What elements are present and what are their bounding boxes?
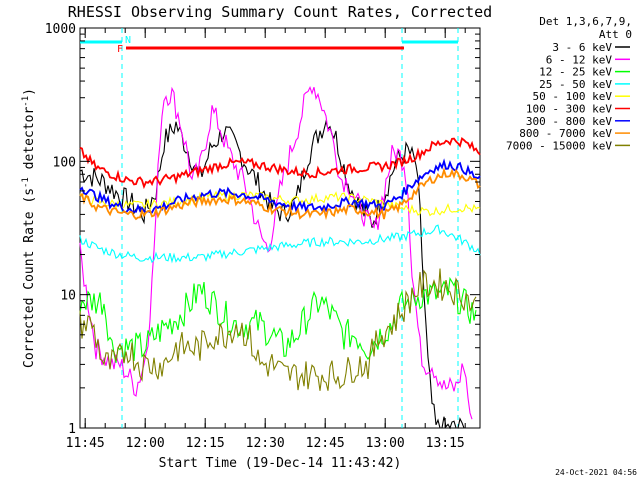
legend-label: 800 - 7000 keV <box>519 127 612 140</box>
x-tick-label: 12:45 <box>306 436 345 451</box>
y-axis-label-sup1: -1 <box>21 177 31 188</box>
x-tick-label: 11:45 <box>66 436 105 451</box>
y-axis-label: Corrected Count Rate (s-1 detector-1) <box>21 88 37 368</box>
x-axis: 11:45 12:00 12:15 12:30 12:45 13:00 13:15 <box>66 28 466 451</box>
chart-title: RHESSI Observing Summary Count Rates, Co… <box>68 3 492 21</box>
annotation-layer: NF <box>80 35 458 55</box>
legend-label: 6 - 12 keV <box>546 53 613 66</box>
legend-label: 50 - 100 keV <box>533 90 613 103</box>
footer-timestamp: 24-Oct-2021 04:56 <box>555 468 637 477</box>
legend-label: 25 - 50 keV <box>539 78 612 91</box>
x-tick-label: 12:15 <box>186 436 225 451</box>
y-axis-label-prefix: Corrected Count Rate (s <box>22 188 37 368</box>
series-line <box>79 268 477 391</box>
y-tick-label: 10 <box>60 289 76 304</box>
series-line <box>79 276 477 364</box>
x-tick-label: 13:00 <box>366 436 405 451</box>
night-label: N <box>125 35 131 46</box>
legend-label: 300 - 800 keV <box>526 115 612 128</box>
x-axis-label: Start Time (19-Dec-14 11:43:42) <box>159 456 402 471</box>
legend-label: 7000 - 15000 keV <box>506 139 612 152</box>
series-layer <box>79 85 481 430</box>
legend-header-2: Att 0 <box>599 28 632 41</box>
x-tick-label: 12:00 <box>126 436 165 451</box>
y-tick-label: 1 <box>68 422 76 437</box>
plot-frame <box>79 27 481 429</box>
series-line <box>79 136 481 190</box>
series-line <box>79 189 481 217</box>
y-axis-label-suffix: ) <box>22 88 37 96</box>
y-axis-label-sup2: -1 <box>21 96 31 107</box>
y-tick-label: 100 <box>53 155 76 170</box>
night-guide-lines <box>121 28 459 428</box>
legend-label: 3 - 6 keV <box>552 41 612 54</box>
series-line <box>79 224 481 264</box>
flare-label: F <box>117 44 123 55</box>
legend-label: 100 - 300 keV <box>526 103 612 116</box>
x-tick-label: 12:30 <box>246 436 285 451</box>
series-line <box>79 167 481 221</box>
y-axis: 1 10 100 1000 <box>45 22 480 437</box>
y-axis-label-mid: detector <box>22 107 37 178</box>
y-tick-label: 1000 <box>45 22 76 37</box>
x-tick-label: 13:15 <box>426 436 465 451</box>
legend-label: 12 - 25 keV <box>539 66 612 79</box>
legend-header-1: Det 1,3,6,7,9, <box>539 15 632 28</box>
